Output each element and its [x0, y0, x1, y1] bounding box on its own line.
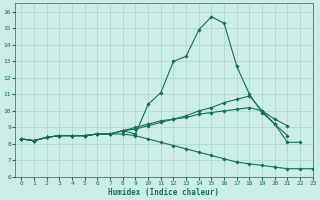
X-axis label: Humidex (Indice chaleur): Humidex (Indice chaleur): [108, 188, 220, 197]
